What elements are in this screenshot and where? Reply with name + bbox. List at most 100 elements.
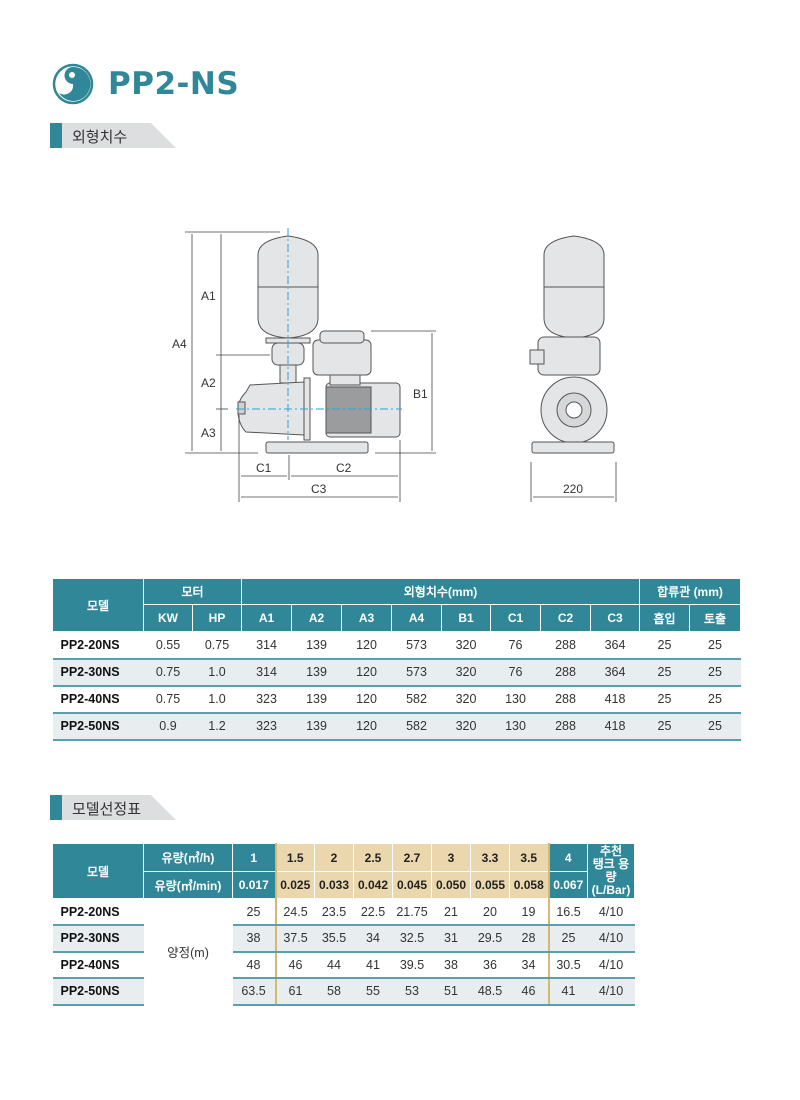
value-cell: 139 — [291, 685, 342, 714]
value-cell: 1.0 — [192, 685, 242, 714]
table-row: PP2-40NS 48 46 44 41 39.5 38 36 34 30.5 4/10 — [52, 951, 740, 979]
value-cell: 130 — [490, 685, 541, 714]
value-cell: 418 — [590, 685, 640, 714]
value-cell: 0.55 — [143, 631, 193, 660]
head-value-cell: 23.5 — [314, 898, 354, 926]
head-value-cell: 37.5 — [274, 925, 315, 953]
tank-cell: 4/10 — [587, 951, 635, 979]
model-cell: PP2-50NS — [52, 978, 144, 1006]
head-value-cell: 32.5 — [392, 925, 432, 953]
value-cell: 364 — [590, 658, 640, 687]
table-row: PP2-30NS 38 37.5 35.5 34 32.5 31 29.5 28 25 4/10 — [52, 925, 740, 953]
value-cell: 76 — [490, 658, 541, 687]
value-cell: 1.2 — [192, 712, 242, 741]
head-value-cell: 51 — [431, 978, 471, 1006]
head-value-cell: 46 — [274, 951, 315, 979]
value-cell: 25 — [689, 631, 741, 660]
head-value-cell: 48.5 — [470, 978, 510, 1006]
head-value-cell: 38 — [431, 951, 471, 979]
head-value-cell: 38 — [232, 925, 276, 953]
value-cell: 25 — [639, 658, 690, 687]
head-value-cell: 48 — [232, 951, 276, 979]
value-cell: 320 — [441, 631, 491, 660]
value-cell: 25 — [639, 685, 690, 714]
flow-min-0: 0.017 — [232, 871, 276, 899]
table-row: PP2-20NS 0.55 0.75 314 139 120 573 320 76 288 364 2… — [52, 631, 741, 660]
value-cell: 25 — [689, 712, 741, 741]
value-cell: 25 — [639, 712, 690, 741]
table-row: PP2-50NS 63.5 61 58 55 53 51 48.5 46 41 4/10 — [52, 978, 740, 1006]
flow-min-2: 0.033 — [314, 871, 354, 899]
dim-label-c3: C3 — [311, 482, 327, 496]
flow-h-0: 1 — [232, 843, 276, 872]
tank-cell: 4/10 — [587, 978, 635, 1006]
head-value-cell: 29.5 — [470, 925, 510, 953]
subheader-5: A4 — [391, 604, 442, 632]
subheader-3: A2 — [291, 604, 342, 632]
subheader-2: A1 — [241, 604, 292, 632]
flow-min-4: 0.045 — [392, 871, 432, 899]
value-cell: 573 — [391, 631, 442, 660]
table-row: PP2-30NS 0.75 1.0 314 139 120 573 320 76 288 364 25… — [52, 658, 741, 687]
section-label: 외형치수 — [72, 128, 128, 146]
table-row: PP2-40NS 0.75 1.0 323 139 120 582 320 130 288 418 2… — [52, 685, 741, 714]
head-value-cell: 46 — [509, 978, 550, 1006]
flow-min-8: 0.067 — [548, 871, 588, 899]
model-cell: PP2-40NS — [52, 685, 144, 714]
flow-h-4: 2.7 — [392, 843, 432, 872]
head-value-cell: 19 — [509, 898, 550, 926]
head-value-cell: 31 — [431, 925, 471, 953]
head-value-cell: 39.5 — [392, 951, 432, 979]
head-value-cell: 41 — [548, 978, 588, 1006]
flow-h-7: 3.5 — [509, 843, 550, 872]
value-cell: 323 — [241, 685, 292, 714]
head-value-cell: 24.5 — [274, 898, 315, 926]
value-cell: 120 — [341, 631, 392, 660]
page-title: PP2-NS — [108, 66, 240, 102]
section-header-selection: 모델선정표 — [50, 795, 178, 820]
head-value-cell: 61 — [274, 978, 315, 1006]
header-flow-per-hour: 유량(㎥/h) — [143, 843, 233, 872]
subheader-8: C2 — [540, 604, 591, 632]
flow-min-1: 0.025 — [274, 871, 315, 899]
value-cell: 130 — [490, 712, 541, 741]
model-cell: PP2-30NS — [52, 658, 144, 687]
subheader-10: 흡입 — [639, 604, 690, 632]
value-cell: 25 — [639, 631, 690, 660]
header-dimensions: 외형치수(mm) — [241, 578, 640, 605]
head-value-cell: 44 — [314, 951, 354, 979]
dim-label-a3: A3 — [201, 426, 216, 440]
head-value-cell: 25 — [548, 925, 588, 953]
model-cell: PP2-20NS — [52, 631, 144, 660]
value-cell: 1.0 — [192, 658, 242, 687]
dim-label-a1: A1 — [201, 289, 216, 303]
header-motor: 모터 — [143, 578, 242, 605]
head-value-cell: 58 — [314, 978, 354, 1006]
value-cell: 314 — [241, 658, 292, 687]
dim-label-c1: C1 — [256, 461, 272, 475]
value-cell: 139 — [291, 658, 342, 687]
subheader-1: HP — [192, 604, 242, 632]
head-value-cell: 55 — [353, 978, 393, 1006]
selection-table: 모델 유량(㎥/h) 1 1.5 2 2.5 2.7 3 3.3 3.5 4 추천 탱크 용량 (… — [52, 843, 740, 1006]
head-value-cell: 25 — [232, 898, 276, 926]
header-model: 모델 — [52, 578, 144, 632]
dim-label-a2: A2 — [201, 376, 216, 390]
section-header-dimensions: 외형치수 — [50, 123, 178, 148]
dimension-table: 모델 모터 외형치수(mm) 합류관 (mm) KW HP A1 A2 A3 A4 B1 C1… — [52, 578, 742, 741]
value-cell: 288 — [540, 685, 591, 714]
dim-label-b1: B1 — [413, 387, 428, 401]
header-model: 모델 — [52, 843, 144, 899]
value-cell: 120 — [341, 712, 392, 741]
flow-h-6: 3.3 — [470, 843, 510, 872]
head-value-cell: 63.5 — [232, 978, 276, 1006]
subheader-11: 토출 — [688, 604, 742, 632]
flow-h-1: 1.5 — [274, 843, 315, 872]
value-cell: 139 — [291, 712, 342, 741]
value-cell: 582 — [391, 685, 442, 714]
header-flow-per-min: 유량(㎥/min) — [143, 871, 233, 899]
value-cell: 288 — [540, 712, 591, 741]
flow-min-3: 0.042 — [353, 871, 393, 899]
value-cell: 582 — [391, 712, 442, 741]
header-tank-capacity: 추천 탱크 용량 (L/Bar) — [587, 843, 635, 899]
